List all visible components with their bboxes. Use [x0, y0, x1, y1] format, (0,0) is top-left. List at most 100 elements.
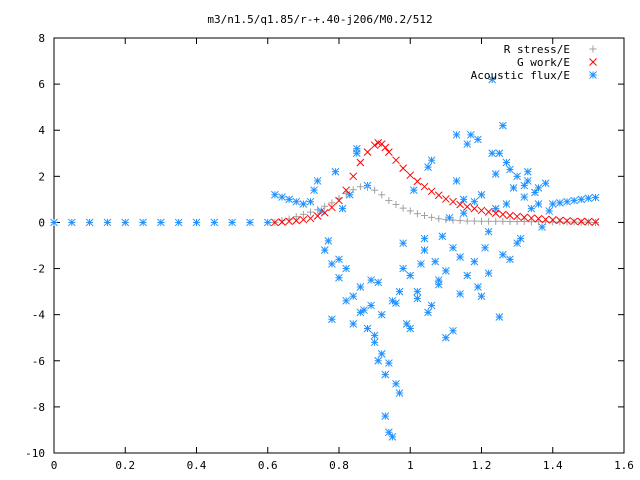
data-point — [306, 197, 315, 206]
data-point — [527, 214, 536, 222]
data-point — [299, 210, 307, 218]
data-point — [352, 149, 361, 158]
data-point — [103, 218, 112, 227]
data-point — [449, 197, 457, 206]
data-point — [513, 218, 521, 226]
x-tick-label: 1.6 — [614, 459, 634, 472]
data-point — [335, 273, 343, 282]
data-point — [292, 197, 301, 206]
data-point — [271, 190, 279, 199]
data-point — [306, 214, 315, 223]
data-point — [406, 324, 415, 333]
data-point — [495, 149, 504, 158]
data-point — [474, 135, 482, 144]
x-tick-label: 1.2 — [472, 459, 492, 472]
data-point — [424, 163, 432, 171]
data-point — [541, 215, 550, 224]
data-point — [263, 218, 272, 227]
data-point — [477, 206, 486, 215]
data-point — [356, 308, 365, 317]
data-point — [523, 167, 532, 176]
data-point — [278, 193, 286, 201]
data-point — [50, 218, 58, 227]
data-point — [513, 239, 521, 248]
data-point — [499, 121, 507, 130]
data-point — [364, 183, 371, 191]
data-point — [509, 184, 518, 192]
data-point — [556, 216, 564, 225]
data-point — [584, 217, 593, 226]
y-tick-label: 2 — [38, 170, 45, 183]
data-point — [399, 164, 407, 173]
y-tick-label: -6 — [32, 355, 45, 368]
data-point — [428, 213, 436, 221]
y-tick-label: -8 — [32, 401, 45, 414]
data-point — [463, 271, 472, 280]
data-point — [456, 217, 464, 225]
data-point — [85, 218, 94, 227]
data-point — [442, 195, 450, 203]
data-point — [434, 191, 443, 200]
data-point — [570, 217, 578, 226]
legend-label: R stress/E — [504, 43, 570, 56]
data-point — [370, 331, 379, 340]
series-g-work-e — [271, 139, 600, 227]
data-point — [271, 218, 279, 227]
data-point — [395, 389, 404, 397]
data-point — [299, 215, 308, 224]
data-point — [310, 186, 318, 195]
data-point — [313, 212, 322, 220]
series-acoustic-flux-e — [50, 75, 600, 441]
data-point — [548, 200, 557, 208]
data-point — [349, 186, 357, 194]
data-point — [335, 255, 343, 264]
legend-item: Acoustic flux/E — [471, 69, 597, 82]
data-point — [370, 141, 379, 150]
data-point — [392, 299, 400, 307]
data-point — [342, 264, 350, 273]
data-point — [192, 218, 201, 227]
data-point — [456, 200, 464, 209]
data-point — [516, 234, 525, 243]
data-point — [349, 172, 358, 181]
data-point — [331, 167, 340, 176]
data-point — [506, 211, 514, 220]
data-point — [466, 130, 475, 139]
data-point — [356, 183, 364, 191]
data-point — [139, 218, 147, 227]
data-point — [548, 216, 557, 224]
data-point — [174, 218, 183, 227]
x-tick-label: 0.2 — [115, 459, 135, 472]
data-point — [520, 193, 529, 201]
data-point — [491, 170, 500, 178]
data-point — [534, 214, 543, 223]
data-point — [431, 257, 440, 266]
data-point — [570, 196, 578, 205]
data-point — [363, 324, 372, 333]
data-point — [438, 232, 447, 241]
data-point — [591, 218, 600, 226]
data-point — [449, 243, 457, 252]
legend-marker — [589, 45, 597, 53]
y-axis: -10 -8 -6 -4 -2 0 2 4 6 8 — [25, 32, 624, 460]
data-point — [449, 216, 457, 224]
data-point — [278, 217, 286, 225]
data-point — [371, 186, 379, 194]
x-tick-label: 0 — [51, 459, 58, 472]
data-point — [591, 193, 600, 202]
data-point — [324, 237, 333, 245]
x-tick-label: 0.8 — [329, 459, 349, 472]
data-point — [328, 315, 336, 324]
data-point — [538, 223, 546, 231]
data-point — [367, 276, 375, 284]
data-point — [157, 218, 165, 227]
data-point — [488, 149, 497, 158]
data-point — [392, 200, 400, 208]
data-point — [427, 301, 436, 310]
data-point — [520, 181, 529, 190]
legend-label: Acoustic flux/E — [471, 69, 570, 82]
data-point — [563, 216, 571, 225]
data-point — [477, 190, 486, 199]
data-point — [328, 203, 336, 212]
